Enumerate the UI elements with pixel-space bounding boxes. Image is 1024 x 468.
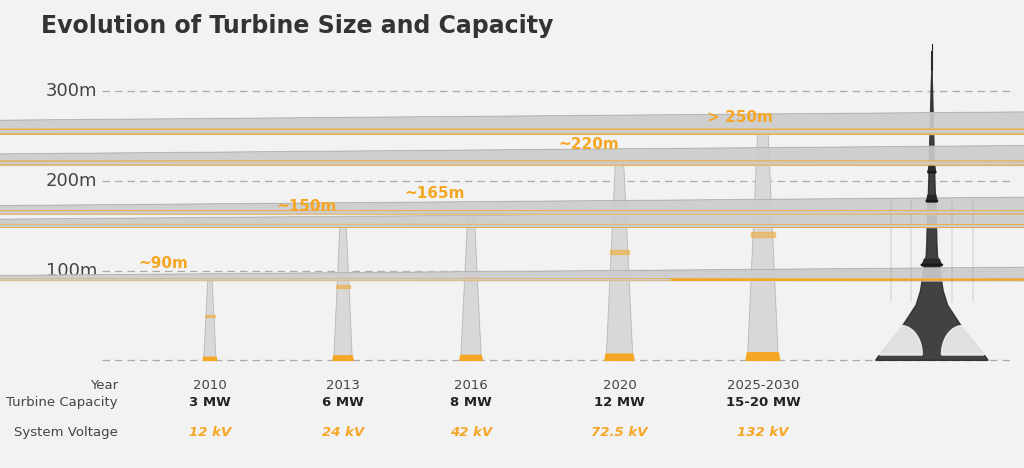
Circle shape xyxy=(0,211,1024,214)
Polygon shape xyxy=(0,225,1024,249)
Text: Turbine Capacity: Turbine Capacity xyxy=(6,396,118,409)
Polygon shape xyxy=(927,195,937,200)
Circle shape xyxy=(0,129,1024,134)
Polygon shape xyxy=(941,326,984,355)
Polygon shape xyxy=(605,354,634,360)
Text: System Voltage: System Voltage xyxy=(14,425,118,439)
Polygon shape xyxy=(926,200,938,202)
Polygon shape xyxy=(0,212,1016,232)
Polygon shape xyxy=(0,279,1024,280)
Polygon shape xyxy=(0,130,1024,164)
Text: 200m: 200m xyxy=(46,172,97,190)
Polygon shape xyxy=(336,285,350,288)
Polygon shape xyxy=(334,226,352,360)
Polygon shape xyxy=(748,132,778,360)
Polygon shape xyxy=(752,232,774,237)
Text: ~165m: ~165m xyxy=(404,186,465,201)
Circle shape xyxy=(0,161,1024,165)
Text: 12 kV: 12 kV xyxy=(188,425,231,439)
Text: > 250m: > 250m xyxy=(707,110,772,125)
Polygon shape xyxy=(0,162,1024,199)
Polygon shape xyxy=(0,56,1024,132)
Polygon shape xyxy=(0,212,1024,239)
Polygon shape xyxy=(460,355,482,360)
Circle shape xyxy=(0,131,1024,133)
Text: 6 MW: 6 MW xyxy=(323,396,364,409)
Polygon shape xyxy=(609,250,630,254)
Circle shape xyxy=(0,225,1024,227)
Text: 3 MW: 3 MW xyxy=(189,396,230,409)
Text: 2025-2030: 2025-2030 xyxy=(727,379,799,392)
Polygon shape xyxy=(464,278,478,280)
Text: 2010: 2010 xyxy=(194,379,226,392)
Text: 15-20 MW: 15-20 MW xyxy=(726,396,800,409)
Text: Evolution of Turbine Size and Capacity: Evolution of Turbine Size and Capacity xyxy=(41,14,553,38)
Text: 12 MW: 12 MW xyxy=(594,396,645,409)
Polygon shape xyxy=(333,356,353,360)
Text: 2016: 2016 xyxy=(455,379,487,392)
Polygon shape xyxy=(0,161,1024,165)
Polygon shape xyxy=(921,264,943,266)
Polygon shape xyxy=(0,225,827,243)
Text: 100m: 100m xyxy=(46,262,97,280)
Text: ~150m: ~150m xyxy=(276,199,337,214)
Text: 132 kV: 132 kV xyxy=(737,425,788,439)
Polygon shape xyxy=(928,166,936,171)
Polygon shape xyxy=(880,326,923,355)
Polygon shape xyxy=(923,259,941,264)
Polygon shape xyxy=(204,279,216,360)
Polygon shape xyxy=(928,171,936,173)
Circle shape xyxy=(0,212,1024,213)
Circle shape xyxy=(0,162,1024,164)
Circle shape xyxy=(0,279,1024,280)
Text: 2020: 2020 xyxy=(603,379,636,392)
Text: Year: Year xyxy=(90,379,118,392)
Text: 24 kV: 24 kV xyxy=(322,425,365,439)
Polygon shape xyxy=(745,353,780,360)
Polygon shape xyxy=(0,101,1024,163)
Polygon shape xyxy=(0,279,1024,293)
Polygon shape xyxy=(876,70,988,360)
Text: ~90m: ~90m xyxy=(138,256,188,271)
Polygon shape xyxy=(606,163,633,360)
Text: 72.5 kV: 72.5 kV xyxy=(591,425,648,439)
Text: 8 MW: 8 MW xyxy=(451,396,492,409)
Polygon shape xyxy=(0,186,1024,226)
Polygon shape xyxy=(205,315,215,317)
Polygon shape xyxy=(0,225,1024,227)
Circle shape xyxy=(0,279,671,280)
Text: 2013: 2013 xyxy=(326,379,360,392)
Circle shape xyxy=(0,225,1024,227)
Polygon shape xyxy=(0,279,513,290)
Text: ~220m: ~220m xyxy=(558,137,618,152)
Text: 42 kV: 42 kV xyxy=(450,425,493,439)
Polygon shape xyxy=(0,130,1024,176)
Polygon shape xyxy=(0,256,1024,280)
Text: 300m: 300m xyxy=(46,82,97,100)
Polygon shape xyxy=(0,161,1024,190)
Polygon shape xyxy=(203,357,217,360)
Polygon shape xyxy=(0,166,1024,212)
Polygon shape xyxy=(0,211,1024,214)
Polygon shape xyxy=(0,129,1024,134)
Polygon shape xyxy=(461,212,481,360)
